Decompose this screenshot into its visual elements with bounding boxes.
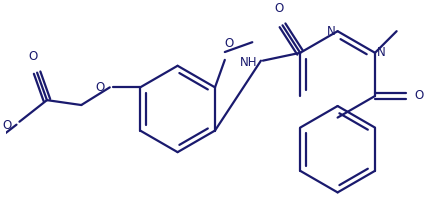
Text: N: N bbox=[376, 46, 385, 59]
Text: O: O bbox=[413, 89, 423, 103]
Text: NH: NH bbox=[239, 56, 256, 69]
Text: O: O bbox=[224, 37, 233, 50]
Text: N: N bbox=[326, 25, 335, 38]
Text: O: O bbox=[273, 3, 283, 15]
Text: O: O bbox=[29, 50, 38, 63]
Text: O: O bbox=[95, 81, 105, 94]
Text: O: O bbox=[2, 119, 12, 132]
